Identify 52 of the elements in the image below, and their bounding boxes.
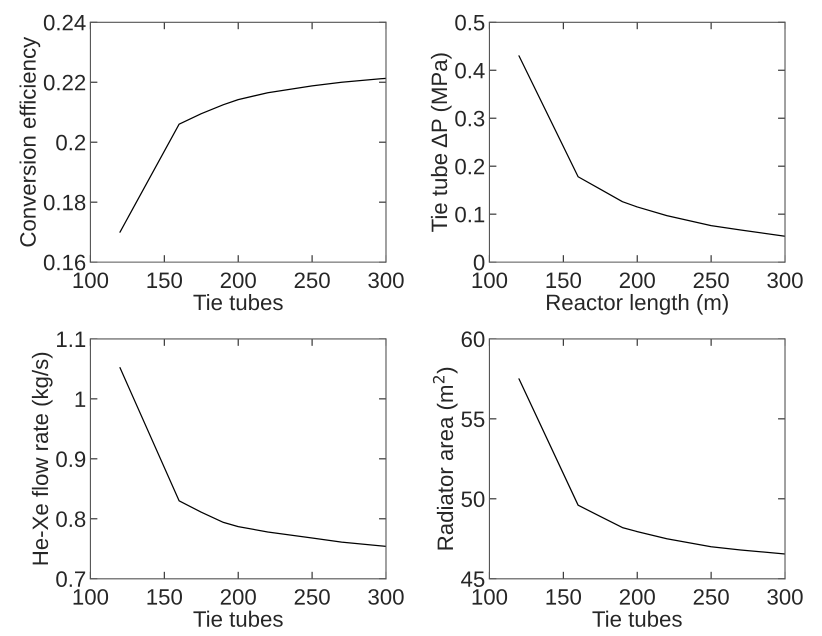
x-axis-title: Reactor length (m) bbox=[547, 294, 728, 315]
y-axis-title: Conversion efficiency bbox=[20, 36, 40, 246]
x-tick-label: 200 bbox=[220, 272, 256, 288]
x-tick-label: 300 bbox=[767, 272, 803, 288]
x-tick-label: 200 bbox=[220, 589, 256, 605]
y-tick-label: 0.16 bbox=[44, 254, 86, 270]
y-tick-label: 0.5 bbox=[455, 14, 484, 31]
y-tick-label: 0.18 bbox=[44, 194, 86, 210]
y-tick-label: 0.7 bbox=[56, 571, 86, 588]
x-tick-label: 300 bbox=[368, 589, 404, 605]
y-tick-label: 0.22 bbox=[44, 74, 86, 90]
y-tick-label: 0.2 bbox=[455, 158, 484, 174]
x-tick-label: 100 bbox=[74, 589, 108, 605]
y-tick-label: 0.4 bbox=[455, 62, 485, 79]
x-tick-label: 150 bbox=[546, 589, 582, 605]
line-series bbox=[119, 78, 386, 233]
y-axis-title: Radiator area (m$^{2}$) bbox=[432, 368, 458, 550]
y-tick-label: 45 bbox=[461, 572, 484, 588]
x-tick-label: 100 bbox=[472, 272, 508, 288]
y-tick-label: 0.9 bbox=[56, 451, 86, 468]
x-tick-label: 200 bbox=[620, 589, 655, 605]
y-tick-label: 1 bbox=[76, 392, 86, 407]
x-tick-label: 150 bbox=[147, 589, 182, 605]
x-axis-title: Tie tubes bbox=[592, 610, 682, 627]
y-tick-label: 0.1 bbox=[455, 206, 484, 222]
line-series bbox=[518, 55, 786, 237]
y-tick-label: 1.1 bbox=[57, 332, 86, 347]
x-tick-label: 100 bbox=[74, 272, 108, 288]
y-tick-label: 0.3 bbox=[455, 110, 484, 126]
y-axis-title: Tie tube ΔP (MPa) bbox=[430, 53, 452, 232]
x-tick-label: 300 bbox=[767, 589, 803, 605]
x-tick-label: 150 bbox=[546, 272, 582, 288]
x-tick-label: 200 bbox=[620, 272, 655, 288]
x-tick-label: 250 bbox=[294, 272, 330, 288]
x-axis-title: Tie tubes bbox=[193, 610, 283, 627]
x-tick-label: 300 bbox=[368, 272, 404, 288]
y-axis-title: He-Xe flow rate (kg/s) bbox=[32, 352, 53, 564]
y-tick-label: 0.8 bbox=[56, 511, 86, 528]
y-tick-label: 0.24 bbox=[44, 14, 86, 31]
y-tick-label: 60 bbox=[462, 331, 484, 348]
y-tick-label: 0 bbox=[474, 254, 484, 270]
x-tick-label: 100 bbox=[472, 589, 508, 605]
line-series bbox=[518, 378, 786, 555]
x-tick-label: 250 bbox=[294, 589, 330, 605]
y-tick-label: 55 bbox=[461, 412, 484, 428]
x-tick-label: 150 bbox=[147, 272, 182, 288]
x-tick-label: 250 bbox=[694, 589, 729, 605]
x-axis-title: Tie tubes bbox=[193, 294, 283, 310]
y-tick-label: 0.2 bbox=[56, 134, 86, 150]
x-tick-label: 250 bbox=[694, 272, 729, 288]
line-series bbox=[119, 367, 386, 547]
y-tick-label: 50 bbox=[461, 491, 484, 508]
